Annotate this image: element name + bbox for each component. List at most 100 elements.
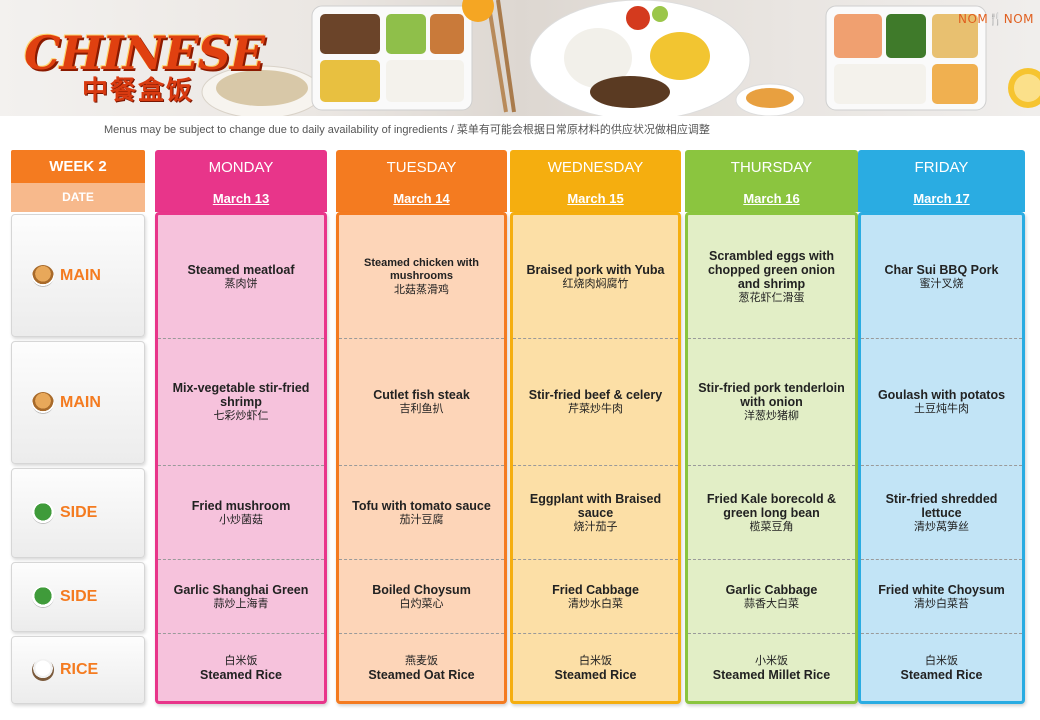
category-label: MAIN xyxy=(60,393,101,411)
day-date-friday: March 17 xyxy=(858,183,1025,212)
dish-name-en: Garlic Cabbage xyxy=(725,582,818,597)
dish-name-en: Steamed Rice xyxy=(554,667,637,682)
menu-cell: Steamed meatloaf 蒸肉饼 xyxy=(158,215,324,338)
category-label: SIDE xyxy=(60,504,98,521)
day-column-tuesday: Steamed chicken with mushrooms 北菇蒸滑鸡 Cutle… xyxy=(336,212,507,704)
dish-name-zh: 白米饭 xyxy=(925,653,958,667)
menu-cell: 白米饭 Steamed Rice xyxy=(861,633,1022,701)
day-date-wednesday: March 15 xyxy=(510,183,681,212)
menu-cell: Fried Kale borecold & green long bean 榄菜豆… xyxy=(688,465,855,559)
rice-bowl-icon xyxy=(32,659,54,681)
dish-name-en: Scrambled eggs with chopped green onion … xyxy=(707,248,836,291)
brand-logo: CHINESE 中餐盒饭 xyxy=(24,26,274,106)
main-dish-icon xyxy=(32,391,54,414)
dish-name-zh: 红烧肉焖腐竹 xyxy=(562,276,629,290)
disclaimer-text: Menus may be subject to change due to da… xyxy=(104,124,710,136)
menu-cell: Boiled Choysum 白灼菜心 xyxy=(339,559,504,633)
menu-cell: Fried mushroom 小炒菌菇 xyxy=(158,465,324,559)
day-date-tuesday: March 14 xyxy=(336,183,507,212)
day-column-wednesday: Braised pork with Yuba 红烧肉焖腐竹 Stir-fried b… xyxy=(510,212,681,704)
menu-cell: Garlic Shanghai Green 蒜炒上海青 xyxy=(158,559,324,633)
week-label: WEEK 2 xyxy=(11,150,145,183)
dish-name-zh: 清炒莴笋丝 xyxy=(914,519,969,533)
menu-cell: Cutlet fish steak 吉利鱼扒 xyxy=(339,338,504,465)
dish-name-zh: 小炒菌菇 xyxy=(219,512,263,526)
day-column-friday: Char Sui BBQ Pork 蜜汁叉烧 Goulash with potato… xyxy=(858,212,1025,704)
menu-cell: Mix-vegetable stir-fried shrimp 七彩炒虾仁 xyxy=(158,338,324,465)
category-label: RICE xyxy=(60,661,99,678)
menu-cell: Braised pork with Yuba 红烧肉焖腐竹 xyxy=(513,215,678,338)
dish-name-en: Cutlet fish steak xyxy=(373,388,470,402)
side-dish-icon xyxy=(32,502,54,524)
dish-name-zh: 吉利鱼扒 xyxy=(399,402,444,415)
menu-cell: Char Sui BBQ Pork 蜜汁叉烧 xyxy=(861,215,1022,338)
menu-cell: 小米饭 Steamed Millet Rice xyxy=(688,633,855,701)
day-header-wednesday: WEDNESDAY xyxy=(510,150,681,183)
dish-name-en: Steamed chicken with mushrooms xyxy=(364,256,479,282)
day-header-monday: MONDAY xyxy=(155,150,327,183)
dish-name-zh: 榄菜豆角 xyxy=(749,519,794,533)
dish-name-en: Fried Cabbage xyxy=(552,582,639,597)
dish-name-zh: 芹菜炒牛肉 xyxy=(568,402,623,415)
dish-name-zh: 北菇蒸滑鸡 xyxy=(394,282,449,296)
menu-cell: 白米饭 Steamed Rice xyxy=(158,633,324,701)
menu-cell: Scrambled eggs with chopped green onion … xyxy=(688,215,855,338)
dish-name-en: Braised pork with Yuba xyxy=(526,262,665,277)
category-row-main-1: MAIN xyxy=(11,214,145,337)
menu-cell: Stir-fried pork tenderloin with onion 洋葱炒… xyxy=(688,338,855,465)
category-row-side-2: SIDE xyxy=(11,562,145,632)
dish-name-zh: 燕麦饭 xyxy=(405,653,438,667)
dish-name-en: Steamed Millet Rice xyxy=(712,667,831,682)
dish-name-en: Fried mushroom xyxy=(191,498,291,513)
brand-title-zh: 中餐盒饭 xyxy=(82,76,195,106)
day-column-monday: Steamed meatloaf 蒸肉饼 Mix-vegetable stir-fr… xyxy=(155,212,327,704)
dish-name-zh: 清炒白菜苔 xyxy=(914,596,969,610)
dish-name-zh: 白米饭 xyxy=(224,653,258,667)
dish-name-en: Boiled Choysum xyxy=(372,582,471,597)
dish-name-zh: 七彩炒虾仁 xyxy=(213,409,269,422)
category-row-main-2: MAIN xyxy=(11,341,145,464)
dish-name-en: Fried white Choysum xyxy=(878,582,1005,597)
menu-cell: Stir-fried shredded lettuce 清炒莴笋丝 xyxy=(861,465,1022,559)
dish-name-zh: 葱花虾仁滑蛋 xyxy=(738,290,805,304)
dish-name-zh: 土豆炖牛肉 xyxy=(914,402,969,415)
dish-name-zh: 小米饭 xyxy=(755,653,788,667)
dish-name-zh: 蒜炒上海青 xyxy=(213,596,269,610)
day-date-monday: March 13 xyxy=(155,183,327,212)
dish-name-en: Tofu with tomato sauce xyxy=(352,498,491,513)
dish-name-zh: 白灼菜心 xyxy=(399,596,444,610)
dish-name-en: Stir-fried pork tenderloin with onion xyxy=(698,381,845,409)
dish-name-en: Garlic Shanghai Green xyxy=(173,582,309,597)
dish-name-en: Steamed meatloaf xyxy=(187,262,295,277)
main-dish-icon xyxy=(32,264,54,287)
category-row-side-1: SIDE xyxy=(11,468,145,558)
menu-cell: 白米饭 Steamed Rice xyxy=(513,633,678,701)
nomnom-logo: NOM🍴NOM xyxy=(958,12,1034,26)
menu-cell: 燕麦饭 Steamed Oat Rice xyxy=(339,633,504,701)
category-label: MAIN xyxy=(60,266,101,284)
dish-name-en: Steamed Rice xyxy=(900,667,983,682)
day-header-thursday: THURSDAY xyxy=(685,150,858,183)
menu-cell: Eggplant with Braised sauce 烧汁茄子 xyxy=(513,465,678,559)
category-label: SIDE xyxy=(60,588,98,605)
dish-name-zh: 洋葱炒猪柳 xyxy=(744,409,799,422)
dish-name-zh: 蒸肉饼 xyxy=(224,276,258,290)
dish-name-en: Char Sui BBQ Pork xyxy=(884,262,999,277)
menu-cell: Goulash with potatos 土豆炖牛肉 xyxy=(861,338,1022,465)
menu-cell: Garlic Cabbage 蒜香大白菜 xyxy=(688,559,855,633)
menu-cell: Stir-fried beef & celery 芹菜炒牛肉 xyxy=(513,338,678,465)
dish-name-zh: 蜜汁叉烧 xyxy=(919,276,964,290)
dish-name-en: Fried Kale borecold & green long bean xyxy=(706,491,837,520)
menu-cell: Tofu with tomato sauce 茄汁豆腐 xyxy=(339,465,504,559)
dish-name-en: Eggplant with Braised sauce xyxy=(529,491,662,520)
day-header-tuesday: TUESDAY xyxy=(336,150,507,183)
food-photo-decoration xyxy=(201,0,1040,116)
menu-cell: Fried white Choysum 清炒白菜苔 xyxy=(861,559,1022,633)
day-header-friday: FRIDAY xyxy=(858,150,1025,183)
dish-name-en: Steamed Rice xyxy=(200,667,282,682)
dish-name-en: Steamed Oat Rice xyxy=(368,667,475,682)
brand-title-en: CHINESE xyxy=(24,26,265,80)
category-row-rice: RICE xyxy=(11,636,145,704)
date-label: DATE xyxy=(11,183,145,212)
menu-cell: Fried Cabbage 清炒水白菜 xyxy=(513,559,678,633)
